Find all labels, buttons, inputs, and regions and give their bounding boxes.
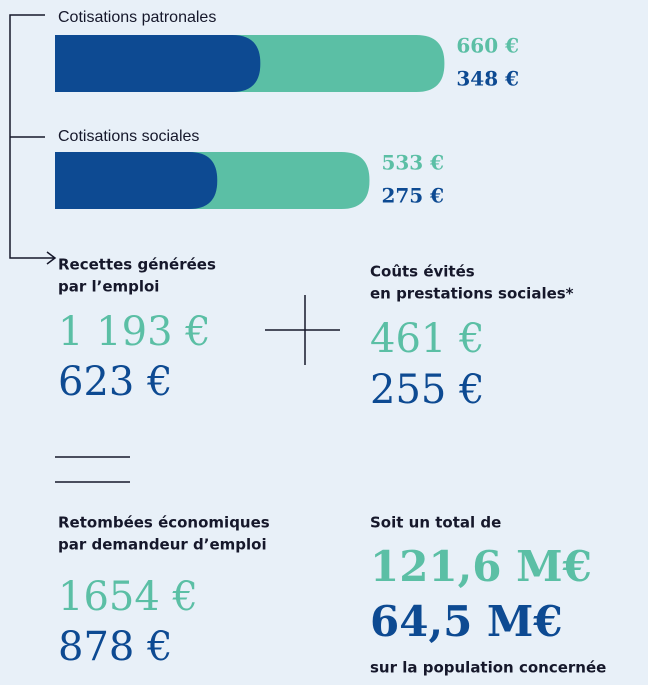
block-label: Soit un total de: [370, 514, 501, 532]
block-label: Recettes générées: [58, 256, 216, 274]
block-label: par demandeur d’emploi: [58, 536, 267, 554]
big-value: 1 193 €: [58, 309, 211, 355]
block-label: en prestations sociales*: [370, 285, 574, 303]
plus-sign: [265, 295, 340, 365]
block-label: Retombées économiques: [58, 514, 270, 532]
value-label: 660 €: [456, 34, 519, 58]
block-label: par l’emploi: [58, 278, 159, 296]
big-value: 623 €: [58, 359, 173, 405]
bar: [55, 35, 261, 92]
big-value: 64,5 M€: [370, 597, 563, 646]
bar: [55, 152, 218, 209]
big-value: 878 €: [58, 624, 173, 670]
big-value: 461 €: [370, 316, 485, 362]
branch-label: Cotisations sociales: [58, 128, 199, 145]
equals-sign: [55, 456, 130, 483]
value-label: 533 €: [381, 151, 444, 175]
block-label: Coûts évités: [370, 263, 475, 281]
value-label: 275 €: [381, 184, 444, 208]
big-value: 255 €: [370, 367, 485, 413]
big-value: 121,6 M€: [370, 542, 592, 591]
value-label: 348 €: [456, 67, 519, 91]
big-value: 1654 €: [58, 574, 198, 620]
branch-label: Cotisations patronales: [58, 9, 216, 26]
tree-lines: [9, 14, 57, 265]
footer-label: sur la population concernée: [370, 659, 606, 677]
